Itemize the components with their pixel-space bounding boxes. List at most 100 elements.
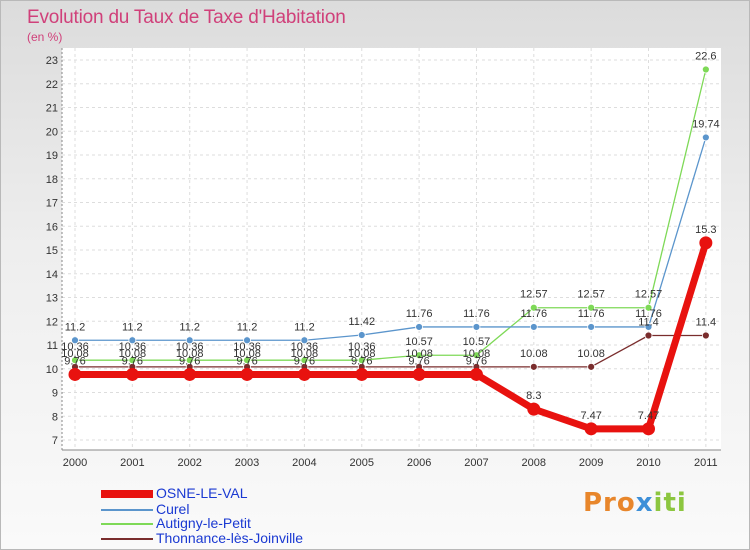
y-tick-label: 21 — [46, 103, 58, 115]
data-label-osne-le-val: 9.76 — [122, 355, 143, 367]
legend-label-curel: Curel — [156, 501, 190, 517]
data-point-autigny-le-petit — [357, 356, 366, 365]
data-label-curel: 11.76 — [406, 308, 433, 320]
data-point-osne-le-val — [125, 367, 139, 381]
data-point-osne-le-val — [527, 402, 541, 416]
y-tick-label: 12 — [46, 316, 58, 328]
x-tick-label: 2005 — [350, 457, 374, 469]
data-label-osne-le-val: 9.76 — [351, 355, 372, 367]
data-label-autigny-le-petit: 10.36 — [119, 341, 147, 353]
data-point-curel — [701, 133, 710, 142]
data-point-thonnance-les-joinville — [587, 362, 596, 371]
data-label-autigny-le-petit: 12.57 — [577, 289, 605, 301]
x-tick-label: 2009 — [579, 457, 603, 469]
data-label-thonnance-les-joinville: 10.08 — [577, 348, 605, 360]
data-point-thonnance-les-joinville — [644, 331, 653, 340]
data-label-osne-le-val: 9.76 — [408, 355, 429, 367]
data-point-autigny-le-petit — [644, 303, 653, 312]
y-tick-label: 14 — [46, 269, 58, 281]
chart-title: Evolution du Taux de Taxe d'Habitation — [27, 7, 346, 28]
data-label-curel: 11.2 — [294, 321, 315, 333]
data-point-curel — [300, 336, 309, 345]
data-label-curel: 11.2 — [179, 321, 200, 333]
data-point-osne-le-val — [297, 367, 311, 381]
data-point-osne-le-val — [412, 367, 426, 381]
series-line-autigny-le-petit — [75, 69, 707, 361]
data-label-thonnance-les-joinville: 11.4 — [638, 317, 659, 329]
data-label-osne-le-val: 9.76 — [294, 355, 315, 367]
data-point-autigny-le-petit — [71, 356, 79, 365]
x-tick-label: 2011 — [694, 457, 718, 469]
data-point-osne-le-val — [240, 367, 254, 381]
legend-swatch-curel — [101, 509, 153, 511]
x-tick-label: 2000 — [63, 457, 87, 469]
legend-swatch-osne-le-val — [101, 490, 153, 498]
data-label-osne-le-val: 8.3 — [526, 390, 541, 402]
legend-label-thonnance-les-joinville: Thonnance-lès-Joinville — [156, 530, 304, 546]
data-label-curel: 11.76 — [635, 308, 662, 320]
data-point-autigny-le-petit — [243, 356, 251, 365]
data-label-thonnance-les-joinville: 10.08 — [520, 348, 548, 360]
data-point-curel — [587, 323, 596, 331]
data-point-osne-le-val — [68, 367, 82, 381]
x-tick-label: 2008 — [522, 457, 546, 469]
data-label-curel: 11.2 — [237, 321, 258, 333]
data-label-autigny-le-petit: 10.57 — [463, 336, 491, 348]
data-label-thonnance-les-joinville: 10.08 — [291, 348, 319, 360]
y-tick-label: 23 — [46, 55, 58, 67]
data-point-osne-le-val — [699, 236, 713, 250]
data-point-autigny-le-petit — [185, 356, 194, 365]
data-label-autigny-le-petit: 10.36 — [291, 341, 319, 353]
data-label-autigny-le-petit: 12.57 — [520, 289, 548, 301]
data-point-autigny-le-petit — [300, 356, 309, 365]
data-point-curel — [644, 323, 653, 331]
series-line-thonnance-les-joinville — [75, 334, 706, 368]
data-label-curel: 11.76 — [578, 308, 605, 320]
data-point-autigny-le-petit — [529, 303, 538, 312]
data-point-autigny-le-petit — [587, 303, 596, 312]
data-label-curel: 11.76 — [463, 308, 490, 320]
proxiti-logo: Proxiti — [583, 488, 687, 518]
x-tick-label: 2004 — [292, 457, 316, 469]
data-point-thonnance-les-joinville — [701, 331, 710, 340]
data-label-curel: 19.74 — [692, 118, 720, 130]
x-tick-label: 2002 — [177, 457, 201, 469]
data-point-thonnance-les-joinville — [529, 362, 538, 371]
data-point-osne-le-val — [642, 422, 655, 436]
legend-swatch-autigny-le-petit — [101, 523, 153, 525]
data-label-osne-le-val: 9.76 — [236, 355, 257, 367]
unit-label: (en %) — [27, 30, 63, 44]
data-label-osne-le-val: 9.76 — [466, 355, 487, 367]
legend-label-osne-le-val: OSNE-LE-VAL — [156, 485, 248, 501]
data-label-thonnance-les-joinville: 10.08 — [233, 348, 261, 360]
y-tick-label: 10 — [46, 364, 58, 376]
data-label-thonnance-les-joinville: 10.08 — [61, 348, 89, 360]
data-label-curel: 11.2 — [122, 321, 143, 333]
series-line-curel — [75, 137, 707, 341]
data-point-osne-le-val — [584, 422, 598, 436]
x-tick-label: 2006 — [407, 457, 431, 469]
data-label-curel: 11.2 — [65, 321, 86, 333]
y-tick-label: 22 — [46, 79, 58, 91]
data-point-curel — [71, 336, 79, 345]
data-point-curel — [529, 323, 538, 331]
legend-label-autigny-le-petit: Autigny-le-Petit — [156, 515, 251, 531]
data-label-thonnance-les-joinville: 11.4 — [696, 317, 717, 329]
y-tick-label: 16 — [46, 221, 58, 233]
data-label-curel: 11.76 — [520, 308, 547, 320]
data-point-curel — [357, 331, 366, 339]
data-label-thonnance-les-joinville: 10.08 — [405, 348, 433, 360]
y-tick-label: 18 — [46, 174, 58, 186]
data-point-curel — [415, 323, 424, 331]
y-tick-label: 19 — [46, 150, 58, 162]
data-label-thonnance-les-joinville: 10.08 — [176, 348, 204, 360]
data-label-osne-le-val: 9.76 — [179, 355, 200, 367]
y-tick-label: 11 — [47, 340, 58, 352]
series-line-osne-le-val — [75, 241, 710, 433]
data-label-autigny-le-petit: 12.57 — [635, 289, 663, 301]
data-point-curel — [128, 336, 137, 345]
data-point-autigny-le-petit — [128, 356, 137, 365]
data-label-osne-le-val: 15.3 — [695, 224, 716, 236]
